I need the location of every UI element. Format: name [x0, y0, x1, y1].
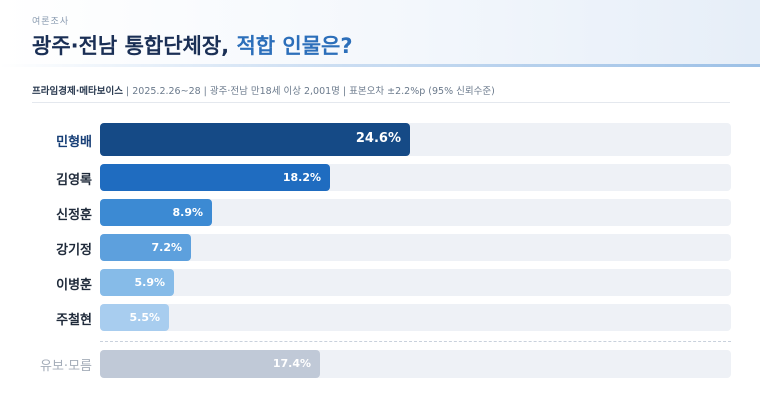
bar-track — [100, 269, 731, 296]
undecided-separator — [100, 341, 731, 342]
value-label: 7.2% — [151, 240, 182, 254]
bar — [100, 269, 174, 296]
source-line: 프라임경제·메타보이스 | 2025.2.26~28 | 광주·전남 만18세 … — [32, 83, 495, 97]
bar-track — [100, 304, 731, 331]
category-label: 민형배 — [56, 134, 92, 150]
header-divider — [0, 64, 760, 67]
bar — [100, 199, 212, 226]
bar — [100, 234, 191, 261]
category-label: 강기정 — [56, 242, 92, 258]
category-label: 김영록 — [56, 172, 92, 188]
chart-title-main: 광주·전남 통합단체장, — [32, 34, 237, 58]
source-details: | 2025.2.26~28 | 광주·전남 만18세 이상 2,001명 | … — [123, 86, 495, 97]
category-label: 이병훈 — [56, 277, 92, 293]
value-label: 5.5% — [129, 310, 160, 324]
bar — [100, 350, 320, 378]
bar — [100, 123, 410, 156]
bar — [100, 304, 169, 331]
category-label: 주철현 — [56, 312, 92, 328]
source-org: 프라임경제·메타보이스 — [32, 86, 124, 97]
kicker-label: 여론조사 — [32, 17, 70, 27]
bar — [100, 164, 330, 191]
header-band — [0, 0, 760, 66]
source-divider — [32, 102, 730, 103]
category-label: 유보·모름 — [40, 359, 92, 374]
chart-title-accent: 적합 인물은? — [236, 34, 353, 58]
value-label: 18.2% — [282, 170, 321, 184]
value-label: 24.6% — [355, 131, 401, 147]
bar-track — [100, 234, 731, 261]
chart-title: 광주·전남 통합단체장, 적합 인물은? — [32, 30, 353, 60]
value-label: 8.9% — [172, 205, 203, 219]
category-label: 신정훈 — [56, 207, 92, 223]
value-label: 5.9% — [134, 275, 165, 289]
value-label: 17.4% — [272, 357, 311, 371]
